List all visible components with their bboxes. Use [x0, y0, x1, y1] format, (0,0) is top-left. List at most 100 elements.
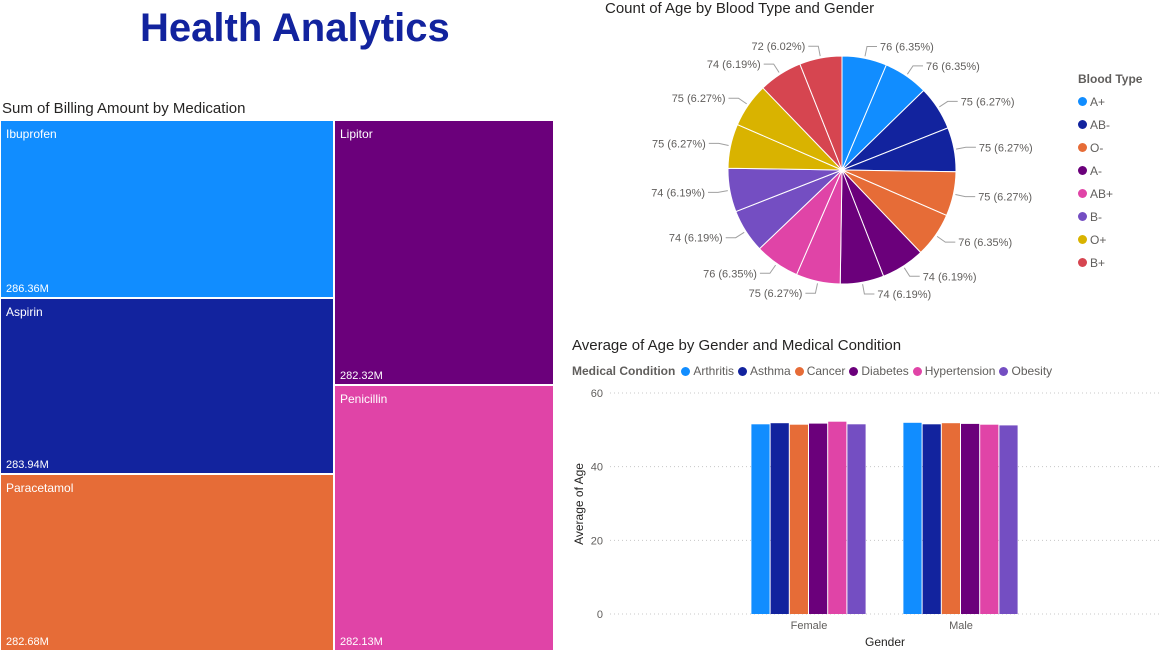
pie-legend-item[interactable]: AB- [1078, 113, 1142, 136]
pie-legend-item[interactable]: O- [1078, 136, 1142, 159]
treemap-tile-penicillin[interactable]: Penicillin 282.13M [334, 385, 554, 651]
bar-legend-item[interactable]: Arthritis [681, 364, 734, 378]
pie-legend-item[interactable]: B- [1078, 205, 1142, 228]
pie-data-label: 75 (6.27%) [961, 96, 1015, 108]
legend-marker-icon [794, 366, 804, 376]
pie-legend-label: B+ [1090, 255, 1106, 270]
bar-female-hypertension[interactable] [828, 421, 847, 614]
treemap-tile-value: 282.68M [6, 636, 49, 648]
pie-slice-bpos[interactable] [799, 55, 843, 171]
bar-legend-label: Cancer [806, 364, 846, 378]
pie-leader-line [805, 283, 818, 294]
legend-marker-icon [1078, 258, 1087, 267]
page-title: Health Analytics [140, 6, 450, 50]
legend-marker-icon [1078, 166, 1087, 175]
pie-data-label: 75 (6.27%) [749, 288, 803, 300]
treemap-tile-label: Paracetamol [6, 481, 74, 495]
pie-legend-item[interactable]: A+ [1078, 90, 1142, 113]
bar-chart-title: Average of Age by Gender and Medical Con… [572, 337, 902, 354]
legend-marker-icon [1078, 97, 1087, 106]
bar-female-asthma[interactable] [770, 423, 789, 614]
legend-marker-icon [849, 366, 859, 376]
bar-female-cancer[interactable] [789, 424, 808, 614]
bar-legend-label: Arthritis [693, 364, 735, 378]
pie-leader-line [955, 194, 976, 198]
pie-leader-line [708, 142, 729, 146]
bar-legend-item[interactable]: Asthma [738, 364, 791, 378]
pie-legend-label: AB- [1090, 117, 1111, 132]
bar-male-arthritis[interactable] [903, 422, 922, 614]
treemap-tile-paracetamol[interactable]: Paracetamol 282.68M [0, 474, 334, 651]
y-axis-title: Average of Age [572, 463, 586, 545]
treemap-tile-lipitor[interactable]: Lipitor 282.32M [334, 120, 554, 385]
y-tick-label: 60 [591, 388, 603, 400]
bar-male-hypertension[interactable] [980, 424, 999, 614]
legend-marker-icon [1078, 143, 1087, 152]
x-axis-title: Gender [865, 635, 905, 649]
pie-leader-line [939, 100, 958, 108]
treemap-tile-label: Ibuprofen [6, 127, 57, 141]
bar-legend-label: Asthma [750, 364, 791, 378]
bar-male-cancer[interactable] [941, 423, 960, 614]
pie-legend-label: A+ [1090, 94, 1106, 109]
pie-leader-line [763, 63, 780, 73]
pie-legend-label: O- [1090, 140, 1104, 155]
pie-legend-label: A- [1090, 163, 1102, 178]
pie-data-label: 72 (6.02%) [751, 41, 805, 53]
pie-legend: Blood Type A+ AB- O- A- AB+ B- O+ B+ [1078, 72, 1142, 274]
bar-legend-label: Obesity [1011, 364, 1053, 378]
bar-legend: Medical Condition Arthritis Asthma Cancer D… [572, 364, 1056, 378]
pie-legend-item[interactable]: O+ [1078, 228, 1142, 251]
bar-male-diabetes[interactable] [961, 423, 980, 614]
treemap-tile-value: 283.94M [6, 459, 49, 471]
legend-marker-icon [1078, 189, 1087, 198]
pie-legend-item[interactable]: AB+ [1078, 182, 1142, 205]
pie-leader-line [759, 264, 777, 274]
pie-legend-label: AB+ [1090, 186, 1114, 201]
bar-female-diabetes[interactable] [809, 423, 828, 614]
pie-chart: 76 (6.35%) 76 (6.35%) 75 (6.27%) 75 (6.27%)… [651, 41, 1033, 301]
pie-legend-label: O+ [1090, 232, 1107, 247]
treemap-chart: Ibuprofen 286.36M Aspirin 283.94M Paracetamo… [0, 120, 555, 652]
pie-data-label: 75 (6.27%) [979, 142, 1033, 154]
pie-leader-line [906, 65, 923, 75]
pie-data-label: 74 (6.19%) [877, 289, 931, 301]
y-tick-label: 20 [591, 535, 603, 547]
pie-leader-line [864, 46, 877, 57]
pie-data-label: 74 (6.19%) [707, 59, 761, 71]
pie-legend-item[interactable]: A- [1078, 159, 1142, 182]
treemap-tile-label: Aspirin [6, 305, 43, 319]
bar-legend-item[interactable]: Cancer [794, 364, 846, 378]
bar-legend-item[interactable]: Hypertension [912, 364, 996, 378]
bar-legend-label: Diabetes [861, 364, 909, 378]
pie-chart-title: Count of Age by Blood Type and Gender [605, 0, 875, 17]
bar-legend-label: Hypertension [924, 364, 996, 378]
pie-leader-line [903, 267, 920, 277]
bar-male-obesity[interactable] [999, 425, 1018, 614]
treemap-tile-label: Penicillin [340, 392, 388, 406]
pie-data-label: 74 (6.19%) [669, 233, 723, 245]
bar-female-obesity[interactable] [847, 424, 866, 614]
legend-marker-icon [1078, 235, 1087, 244]
treemap-tile-value: 282.32M [340, 370, 383, 382]
bar-legend-title: Medical Condition [572, 364, 676, 378]
treemap-tile-value: 286.36M [6, 283, 49, 295]
bar-male-asthma[interactable] [922, 424, 941, 614]
treemap-tile-ibuprofen[interactable]: Ibuprofen 286.36M [0, 120, 334, 298]
bar-legend-item[interactable]: Diabetes [849, 364, 909, 378]
legend-marker-icon [681, 366, 691, 376]
pie-legend-title: Blood Type [1078, 72, 1143, 86]
pie-data-label: 75 (6.27%) [652, 138, 706, 150]
pie-leader-line [936, 235, 956, 243]
pie-legend-item[interactable]: B+ [1078, 251, 1142, 274]
legend-marker-icon [912, 366, 922, 376]
bar-legend-item[interactable]: Obesity [999, 364, 1052, 378]
legend-marker-icon [738, 366, 748, 376]
y-tick-label: 40 [591, 462, 603, 474]
treemap-tile-aspirin[interactable]: Aspirin 283.94M [0, 298, 334, 474]
y-tick-label: 0 [597, 609, 603, 621]
bar-chart: 0 20 40 60 Average of Age Female Male Gender [572, 388, 1161, 649]
pie-data-label: 74 (6.19%) [923, 271, 977, 283]
pie-leader-line [862, 284, 875, 295]
bar-female-arthritis[interactable] [751, 424, 770, 614]
